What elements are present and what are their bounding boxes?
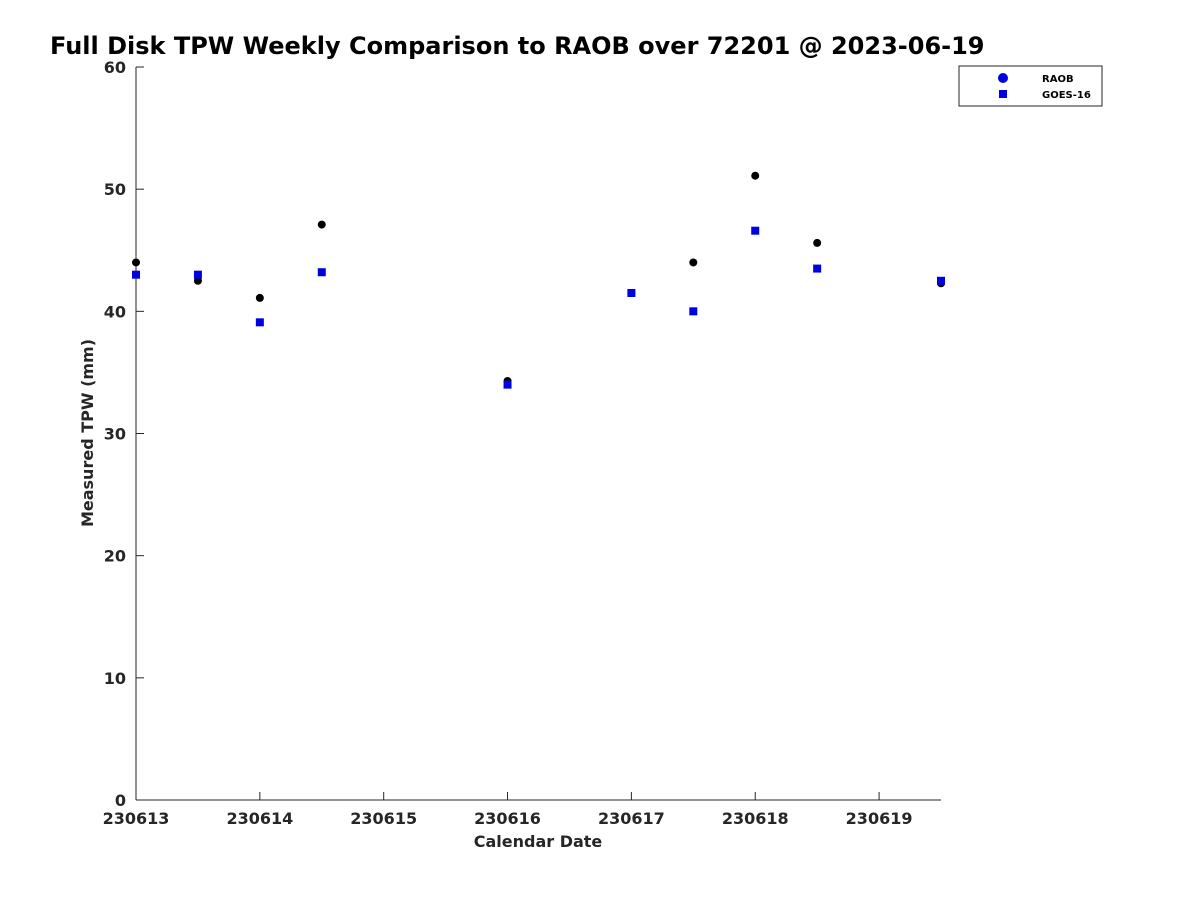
y-tick-label: 50 [104, 180, 126, 199]
raob-point [813, 238, 822, 247]
x-tick-label: 230613 [103, 809, 170, 828]
x-tick-label: 230617 [598, 809, 665, 828]
legend-circle-marker [998, 73, 1008, 83]
goes-point [937, 276, 945, 285]
y-axis-ticks: 0 10 20 30 40 50 60 [104, 58, 144, 810]
x-axis-ticks: 230613 230614 230615 230616 230617 230618 2306… [103, 792, 913, 828]
chart-title: Full Disk TPW Weekly Comparison to RAOB … [50, 32, 985, 60]
y-tick-label: 40 [104, 302, 126, 321]
y-tick-label: 30 [104, 425, 126, 444]
raob-point [193, 276, 202, 285]
legend-square-marker [999, 90, 1007, 98]
x-tick-label: 230618 [722, 809, 789, 828]
goes-point [503, 380, 512, 389]
legend: RAOB GOES-16 [958, 65, 1103, 107]
raob-point [751, 171, 760, 180]
x-tick-label: 230616 [474, 809, 541, 828]
y-axis-label: Measured TPW (mm) [78, 339, 97, 527]
legend-label: GOES-16 [1042, 90, 1091, 101]
goes-point [317, 268, 326, 277]
x-axis-label: Calendar Date [474, 832, 603, 851]
raob-point [132, 258, 140, 267]
goes-point [627, 289, 636, 298]
goes-point [193, 270, 202, 279]
legend-items: RAOB GOES-16 [998, 73, 1091, 101]
raob-point [689, 258, 698, 267]
y-tick-label: 0 [115, 791, 126, 810]
x-tick-label: 230614 [226, 809, 293, 828]
goes-point [813, 264, 822, 273]
raob-point [255, 293, 264, 302]
y-tick-label: 10 [104, 669, 126, 688]
plot-axes [135, 67, 941, 801]
data-series [132, 171, 945, 389]
y-tick-label: 20 [104, 547, 126, 566]
x-tick-label: 230615 [350, 809, 417, 828]
goes-point [255, 318, 264, 327]
legend-label: RAOB [1042, 74, 1074, 85]
x-tick-label: 230619 [846, 809, 913, 828]
y-tick-label: 60 [104, 58, 126, 77]
raob-point [317, 220, 326, 229]
series-goes-16 [132, 226, 945, 389]
series-raob [132, 171, 945, 385]
goes-point [689, 307, 698, 316]
goes-point [751, 226, 760, 235]
goes-point [132, 270, 140, 279]
legend-box [958, 65, 1103, 107]
